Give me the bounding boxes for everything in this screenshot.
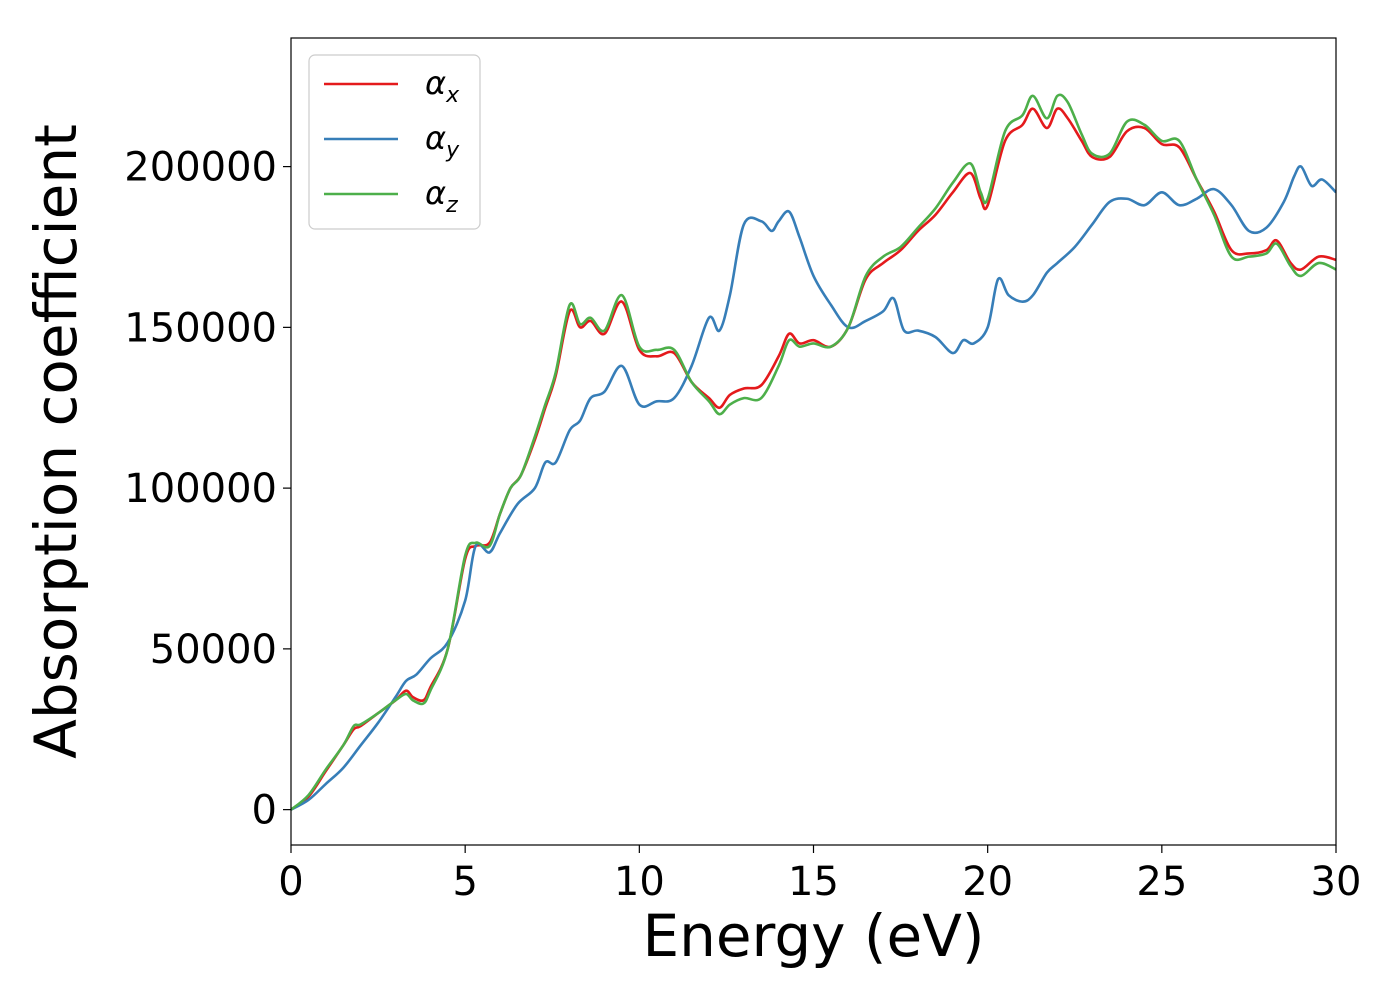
x-tick-label: 20 bbox=[962, 859, 1013, 905]
series-line-alpha-z bbox=[291, 93, 1336, 811]
x-tick-label: 15 bbox=[788, 859, 839, 905]
x-tick-label: 30 bbox=[1311, 859, 1362, 905]
y-axis-ticks: 0 50000 100000 150000 200000 bbox=[124, 145, 291, 834]
series-layer bbox=[291, 93, 1336, 811]
x-axis-label: Energy (eV) bbox=[642, 902, 984, 970]
x-tick-label: 5 bbox=[452, 859, 477, 905]
legend-box bbox=[308, 54, 481, 230]
legend-label: αy bbox=[425, 119, 460, 163]
legend: αx αy αz bbox=[308, 54, 481, 230]
y-tick-label: 0 bbox=[252, 788, 277, 834]
legend-label: αx bbox=[425, 64, 460, 108]
legend-item-alpha-x: αx bbox=[324, 64, 460, 108]
series-line-alpha-y bbox=[291, 165, 1336, 811]
y-tick-label: 50000 bbox=[150, 627, 277, 673]
x-tick-label: 25 bbox=[1136, 859, 1187, 905]
y-axis-label: Absorption coefficient bbox=[22, 124, 90, 759]
x-axis-ticks: 0 5 10 15 20 25 30 bbox=[278, 845, 1361, 905]
y-tick-label: 200000 bbox=[124, 145, 277, 191]
x-tick-label: 10 bbox=[614, 859, 665, 905]
y-tick-label: 100000 bbox=[124, 466, 277, 512]
y-tick-label: 150000 bbox=[124, 305, 277, 351]
legend-label: αz bbox=[425, 174, 458, 218]
legend-item-alpha-z: αz bbox=[324, 174, 458, 218]
legend-item-alpha-y: αy bbox=[324, 119, 460, 163]
x-tick-label: 0 bbox=[278, 859, 303, 905]
